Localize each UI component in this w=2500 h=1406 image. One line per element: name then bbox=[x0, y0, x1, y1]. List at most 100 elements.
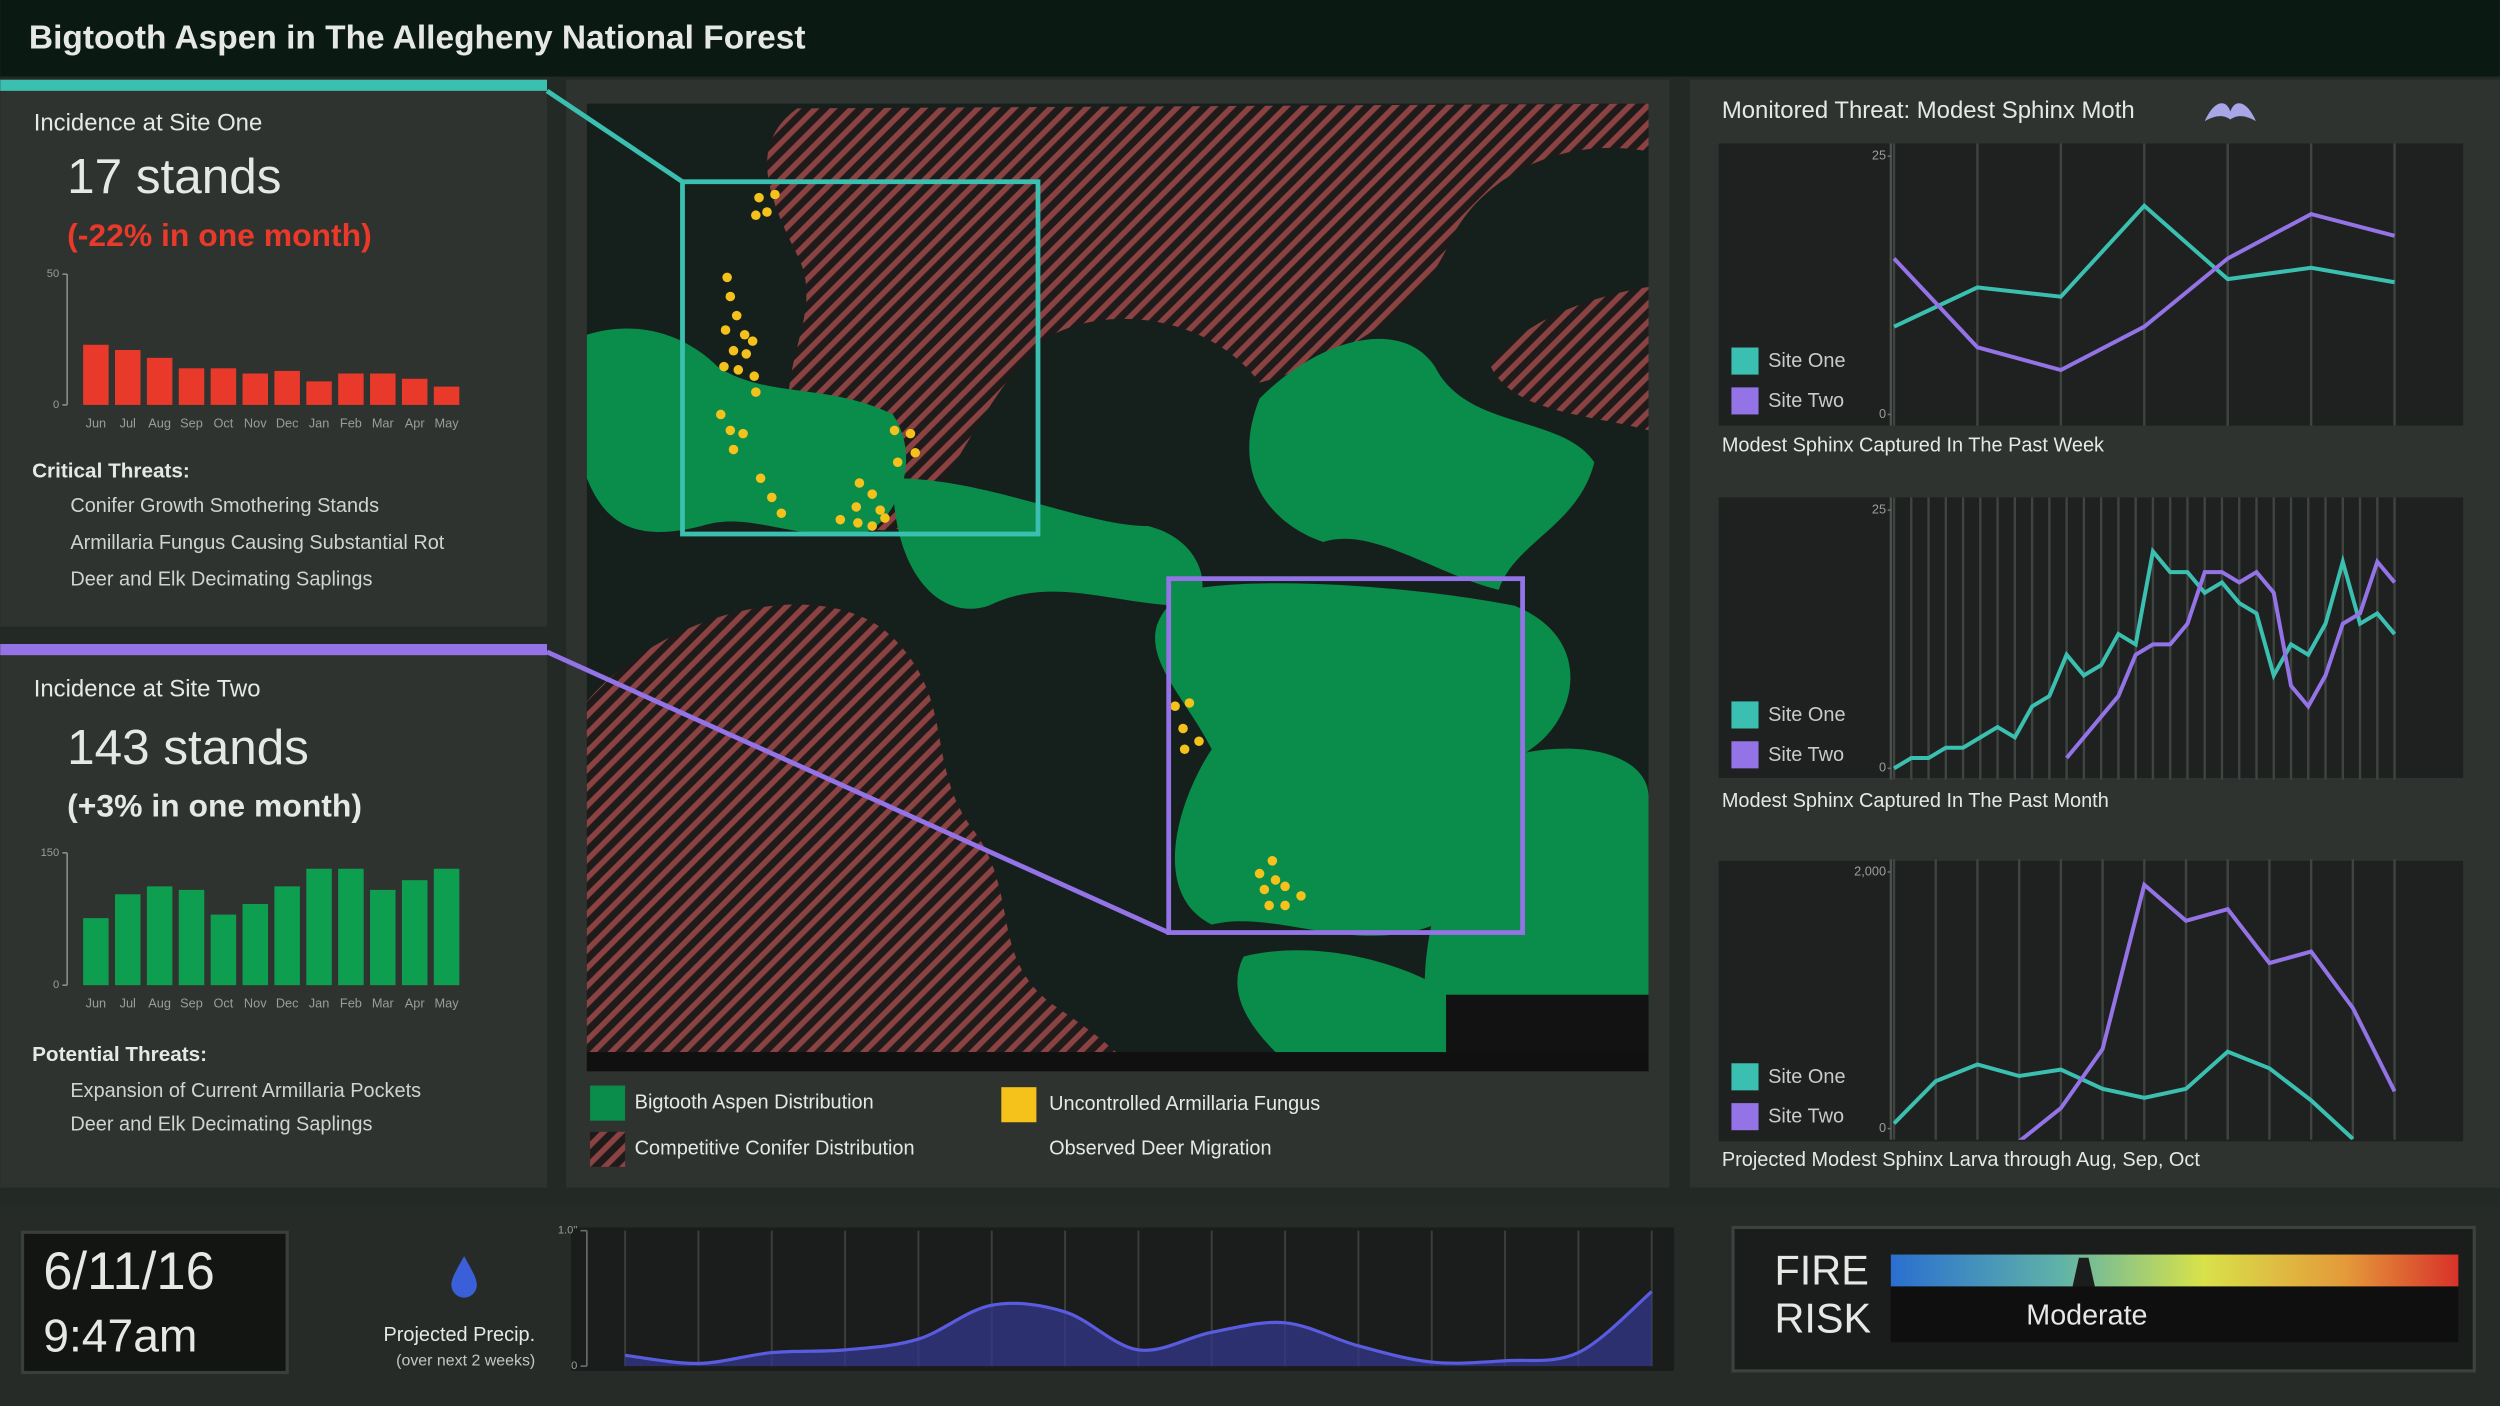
legend-swatch bbox=[1731, 701, 1759, 729]
fire-marker bbox=[2072, 1257, 2095, 1287]
time: 9:47am bbox=[43, 1309, 197, 1361]
y-tick-label: 25 bbox=[1872, 148, 1886, 163]
threat-item: Armillaria Fungus Causing Substantial Ro… bbox=[70, 532, 444, 554]
chart-caption: Modest Sphinx Captured In The Past Month bbox=[1722, 790, 2109, 812]
bar bbox=[146, 357, 173, 405]
conifer-area bbox=[586, 604, 1117, 1053]
fungus-dot bbox=[770, 189, 780, 200]
y-tick-label: 0 bbox=[53, 979, 59, 991]
site-title: Incidence at Site One bbox=[34, 110, 263, 137]
series-line bbox=[1893, 203, 2395, 329]
legend-label: Site Two bbox=[1768, 744, 1844, 766]
chart-box bbox=[1718, 860, 2464, 1142]
fungus-dot bbox=[715, 409, 726, 420]
conifer-area bbox=[1490, 286, 1649, 431]
fungus-dot bbox=[1178, 723, 1188, 734]
x-tick-label: May bbox=[435, 415, 460, 430]
fungus-dot bbox=[1194, 736, 1204, 747]
fungus-dot bbox=[1179, 744, 1190, 755]
legend-swatch bbox=[1731, 741, 1759, 769]
legend-label: Observed Deer Migration bbox=[1049, 1138, 1271, 1160]
aspen-area bbox=[1237, 950, 1443, 1053]
fungus-dot bbox=[905, 428, 916, 439]
fungus-dot bbox=[762, 207, 772, 217]
legend-label: Site One bbox=[1768, 350, 1845, 372]
x-tick-label: Sep bbox=[180, 415, 203, 430]
fungus-dot bbox=[754, 192, 764, 203]
y-tick-label: 0 bbox=[571, 1360, 577, 1372]
fungus-dot bbox=[749, 371, 760, 381]
fungus-dot bbox=[835, 514, 846, 525]
threat-item: Deer and Elk Decimating Saplings bbox=[70, 1114, 372, 1136]
legend-label: Site One bbox=[1768, 704, 1845, 726]
y-tick-label: 0 bbox=[53, 399, 59, 411]
chart-caption: Modest Sphinx Captured In The Past Week bbox=[1722, 435, 2104, 457]
x-tick-label: May bbox=[435, 996, 460, 1011]
site-two-frame bbox=[1166, 576, 1525, 935]
bar bbox=[83, 918, 109, 986]
connector bbox=[546, 649, 1170, 935]
bar bbox=[338, 868, 364, 986]
fungus-dot bbox=[766, 492, 777, 503]
bar bbox=[433, 868, 460, 986]
site-headline: 143 stands bbox=[67, 720, 309, 775]
fungus-dot bbox=[1296, 891, 1306, 901]
bar bbox=[114, 894, 141, 986]
series-line bbox=[1892, 1049, 2355, 1140]
bar bbox=[242, 904, 269, 986]
bar bbox=[210, 368, 237, 405]
legend-swatch bbox=[590, 1085, 626, 1121]
fungus-dot bbox=[739, 329, 750, 340]
x-tick-label: Dec bbox=[276, 415, 299, 430]
fungus-dot bbox=[776, 508, 787, 519]
chart-box bbox=[1718, 497, 2464, 778]
y-tick-label: 0 bbox=[1879, 760, 1886, 775]
legend-swatch bbox=[590, 1131, 626, 1167]
map bbox=[586, 103, 1649, 1072]
bar bbox=[274, 370, 300, 405]
fungus-dot bbox=[1280, 900, 1290, 911]
x-tick-label: Jan bbox=[309, 415, 330, 430]
site-title: Incidence at Site Two bbox=[34, 676, 261, 703]
legend-label: Site Two bbox=[1768, 1106, 1844, 1128]
x-tick-label: Aug bbox=[148, 996, 171, 1011]
y-tick-label: 1.0" bbox=[558, 1225, 577, 1237]
fungus-dot bbox=[747, 336, 758, 346]
fire-level: Moderate bbox=[2026, 1299, 2147, 1331]
fire-label: RISK bbox=[1774, 1294, 1871, 1341]
fungus-dot bbox=[875, 505, 885, 515]
x-tick-label: Feb bbox=[340, 996, 362, 1011]
legend-label: Site Two bbox=[1768, 390, 1844, 412]
legend-label: Uncontrolled Armillaria Fungus bbox=[1049, 1093, 1320, 1115]
legend-swatch bbox=[1001, 1087, 1037, 1123]
threat-item: Expansion of Current Armillaria Pockets bbox=[70, 1080, 421, 1102]
x-tick-label: Mar bbox=[372, 415, 395, 430]
conifer-area bbox=[767, 103, 1649, 531]
bar bbox=[210, 914, 237, 986]
y-tick-label: 0 bbox=[1879, 406, 1886, 421]
x-tick-label: Jun bbox=[86, 996, 107, 1011]
legend-swatch bbox=[1731, 1063, 1759, 1091]
fungus-dot bbox=[851, 502, 862, 512]
x-tick-label: Aug bbox=[148, 415, 171, 430]
bar bbox=[306, 381, 332, 405]
bar bbox=[338, 373, 364, 405]
fungus-dot bbox=[731, 310, 742, 321]
legend-label: Competitive Conifer Distribution bbox=[635, 1138, 915, 1160]
bar bbox=[401, 880, 428, 986]
bar bbox=[146, 886, 173, 986]
site-change: (+3% in one month) bbox=[67, 788, 362, 824]
fungus-dot bbox=[725, 291, 736, 302]
fungus-dot bbox=[725, 425, 736, 436]
y-tick-label: 25 bbox=[1872, 501, 1886, 516]
fungus-dot bbox=[1254, 868, 1265, 879]
x-tick-label: Jun bbox=[86, 415, 107, 430]
chart-caption: Projected Modest Sphinx Larva through Au… bbox=[1722, 1149, 2201, 1171]
site-accent bbox=[0, 79, 547, 91]
series-line bbox=[2018, 881, 2397, 1140]
fungus-dot bbox=[880, 513, 890, 523]
x-tick-label: Apr bbox=[405, 996, 426, 1011]
fungus-dot bbox=[853, 518, 863, 528]
